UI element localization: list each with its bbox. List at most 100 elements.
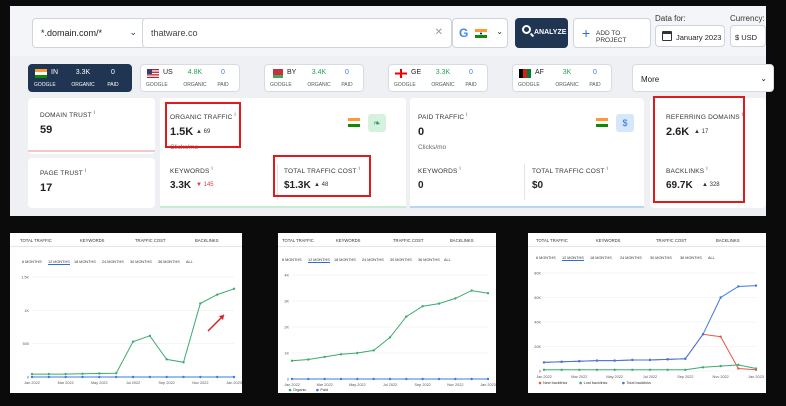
- data-point: [631, 358, 634, 362]
- backlinks-label: BACKLINKS i: [666, 166, 708, 176]
- range-36m[interactable]: 36 MONTHS: [418, 258, 440, 262]
- plus-icon: +: [582, 25, 591, 41]
- add-to-project-button[interactable]: + ADD TO PROJECT: [573, 18, 651, 48]
- data-point: [613, 359, 616, 362]
- more-label: More: [641, 75, 660, 84]
- clear-icon[interactable]: ✕: [434, 27, 443, 38]
- referring-domains-delta: ▲ 17: [694, 129, 709, 135]
- tab-backlinks[interactable]: BACKLINKS: [195, 238, 219, 243]
- paid-count: 0: [111, 69, 115, 76]
- tab-keywords[interactable]: KEYWORDS: [80, 238, 105, 243]
- range-18m[interactable]: 18 MONTHS: [590, 256, 612, 260]
- data-point: [737, 367, 740, 370]
- date-select[interactable]: January 2023: [655, 25, 725, 47]
- currency-select[interactable]: $ USD: [730, 25, 766, 47]
- data-point: [454, 377, 457, 381]
- search-engine-select[interactable]: G ⌄: [452, 18, 508, 48]
- country-tab-in[interactable]: IN GOOGLE 3.3K ORGANIC 0 PAID: [28, 64, 132, 92]
- highlight-traffic-cost: [273, 155, 371, 197]
- x-tick-label: Jan 2023: [226, 381, 242, 385]
- x-tick-label: Jul 2022: [383, 383, 397, 387]
- paid-card-underline: [410, 206, 644, 208]
- tab-total-traffic[interactable]: TOTAL TRAFFIC: [536, 238, 568, 243]
- data-point: [148, 375, 152, 379]
- y-tick-label: 0: [539, 370, 541, 374]
- data-point: [388, 377, 392, 381]
- x-tick-label: Mar 2022: [571, 375, 587, 379]
- range-12m[interactable]: 12 MONTHS: [308, 258, 330, 263]
- dashboard-top-panel: *.domain.com/* ⌄ thatware.co ✕ G ⌄ ANALY…: [10, 6, 774, 216]
- data-point: [737, 363, 740, 367]
- range-24m[interactable]: 24 MONTHS: [620, 256, 642, 260]
- tab-backlinks[interactable]: BACKLINKS: [450, 238, 474, 243]
- organic-traffic-cost-value: $1.3K: [284, 180, 311, 191]
- range-24m[interactable]: 24 MONTHS: [102, 260, 124, 264]
- range-6m[interactable]: 6 MONTHS: [22, 260, 42, 264]
- country-tab-af[interactable]: AF GOOGLE 3K ORGANIC 0 PAID: [512, 64, 612, 92]
- data-point: [578, 360, 581, 363]
- x-tick-label: Sep 2022: [159, 381, 175, 385]
- range-30m[interactable]: 30 MONTHS: [650, 256, 672, 260]
- country-tab-ge[interactable]: GE GOOGLE 3.3K ORGANIC 0 PAID: [388, 64, 488, 92]
- tab-traffic-cost[interactable]: TRAFFIC COST: [393, 238, 424, 243]
- tab-keywords[interactable]: KEYWORDS: [336, 238, 361, 243]
- chart-tabs: TOTAL TRAFFIC KEYWORDS TRAFFIC COST BACK…: [10, 233, 242, 247]
- legend-marker: [622, 381, 625, 385]
- range-24m[interactable]: 24 MONTHS: [362, 258, 384, 262]
- date-for-label: Data for:: [655, 14, 686, 23]
- tab-total-traffic[interactable]: TOTAL TRAFFIC: [20, 238, 52, 243]
- paid-traffic-label: PAID TRAFFIC i: [418, 112, 468, 122]
- chart-tabs: TOTAL TRAFFIC KEYWORDS TRAFFIC COST BACK…: [528, 233, 766, 247]
- legend-marker: [316, 388, 319, 392]
- data-point: [114, 375, 118, 379]
- country-tab-us[interactable]: US GOOGLE 4.8K ORGANIC 0 PAID: [140, 64, 240, 92]
- range-30m[interactable]: 30 MONTHS: [390, 258, 412, 262]
- range-all[interactable]: ALL: [444, 258, 451, 262]
- range-36m[interactable]: 36 MONTHS: [680, 256, 702, 260]
- data-point: [307, 377, 310, 381]
- page-trust-card: PAGE TRUST i 17: [28, 158, 155, 208]
- domain-mode-select[interactable]: *.domain.com/* ⌄: [32, 18, 146, 48]
- data-point: [290, 359, 294, 362]
- data-point: [148, 334, 152, 338]
- tab-keywords[interactable]: KEYWORDS: [596, 238, 621, 243]
- range-36m[interactable]: 36 MONTHS: [158, 260, 180, 264]
- range-6m[interactable]: 6 MONTHS: [282, 258, 302, 262]
- range-18m[interactable]: 18 MONTHS: [74, 260, 96, 264]
- x-tick-label: Mar 2022: [58, 381, 74, 385]
- country-tab-by[interactable]: BY GOOGLE 3.4K ORGANIC 0 PAID: [264, 64, 364, 92]
- data-point: [437, 377, 441, 381]
- data-point: [437, 302, 441, 305]
- tab-traffic-cost[interactable]: TRAFFIC COST: [656, 238, 687, 243]
- range-12m[interactable]: 12 MONTHS: [562, 256, 584, 261]
- range-12m[interactable]: 12 MONTHS: [48, 260, 70, 265]
- range-all[interactable]: ALL: [708, 256, 715, 260]
- data-point: [542, 368, 546, 371]
- paid-count: 0: [593, 69, 597, 76]
- legend-marker: [288, 388, 292, 392]
- organic-traffic-cost-label: TOTAL TRAFFIC COST i: [284, 166, 360, 176]
- range-30m[interactable]: 30 MONTHS: [130, 260, 152, 264]
- highlight-organic-traffic: [165, 102, 241, 148]
- data-point: [684, 357, 687, 360]
- range-18m[interactable]: 18 MONTHS: [334, 258, 356, 262]
- data-point: [47, 375, 51, 379]
- range-6m[interactable]: 6 MONTHS: [536, 256, 556, 260]
- x-tick-label: Nov 2022: [713, 375, 729, 379]
- tab-total-traffic[interactable]: TOTAL TRAFFIC: [282, 238, 314, 243]
- url-input[interactable]: thatware.co ✕: [142, 18, 452, 48]
- chart-panel-backlinks: TOTAL TRAFFIC KEYWORDS TRAFFIC COST BACK…: [528, 233, 766, 393]
- legend-label: Paid: [320, 388, 328, 392]
- india-flag-icon: [596, 118, 608, 127]
- paid-traffic-value: 0: [418, 126, 425, 138]
- organic-label: ORGANIC: [555, 82, 579, 88]
- engine-label: GOOGLE: [518, 82, 540, 88]
- range-all[interactable]: ALL: [186, 260, 193, 264]
- analyze-button[interactable]: ANALYZE: [515, 18, 568, 48]
- country-code: GE: [411, 69, 422, 76]
- tab-traffic-cost[interactable]: TRAFFIC COST: [135, 238, 166, 243]
- referring-domains-label: REFERRING DOMAINS i: [666, 112, 744, 122]
- analyze-label: ANALYZE: [534, 29, 567, 36]
- tab-backlinks[interactable]: BACKLINKS: [716, 238, 740, 243]
- more-countries-button[interactable]: More ⌄: [632, 64, 774, 92]
